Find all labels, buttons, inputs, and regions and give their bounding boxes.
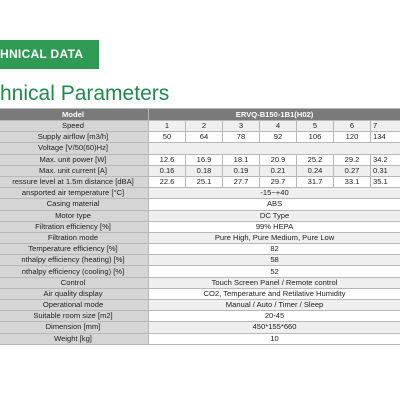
row-label: nthalpy efficiency (cooling) [%] xyxy=(0,265,149,278)
row-label: Max. unit power [W] xyxy=(0,153,149,166)
table-row: Filtration mode Pure High, Pure Medium, P… xyxy=(0,231,400,245)
table-row: Dimension [mm] 450*155*660 xyxy=(0,321,400,334)
row-value: 58 xyxy=(147,254,400,267)
row-value: 2 xyxy=(185,119,223,133)
table-row: Control Touch Screen Panel / Remote contr… xyxy=(0,276,400,289)
row-label: ressure level at 1.5m distance [dBA] xyxy=(0,175,149,189)
table-header-row: Model ERVQ-B150-1B1(H02) xyxy=(0,108,400,121)
table-row: Operational mode Manual / Auto / Timer / … xyxy=(0,298,400,312)
table-row: Filtration efficiency [%] 99% HEPA xyxy=(0,220,400,233)
row-value: 12.6 xyxy=(148,153,186,166)
row-value: 99% HEPA xyxy=(147,220,400,233)
row-value: 4 xyxy=(259,119,297,133)
row-value-empty xyxy=(147,142,400,155)
row-value: 29.7 xyxy=(259,175,297,189)
row-value: 82 xyxy=(147,243,400,256)
row-value: 6 xyxy=(333,119,371,133)
row-value: 0.18 xyxy=(185,164,223,177)
model-label: Model xyxy=(0,108,149,121)
row-value: 18.1 xyxy=(222,153,260,166)
table-row: nthalpy efficiency (cooling) [%] 52 xyxy=(0,265,400,278)
row-value: 33.1 xyxy=(333,175,371,189)
row-label: Speed xyxy=(0,119,149,133)
row-value: 0.31 xyxy=(369,164,400,177)
row-value: 34.2 xyxy=(369,153,400,166)
row-value: 27.7 xyxy=(222,175,260,189)
table-row: Max. unit current [A] 0.16 0.18 0.19 0.21 0.2… xyxy=(0,164,400,177)
row-label: Max. unit current [A] xyxy=(0,164,149,177)
row-value: 3 xyxy=(222,119,260,133)
table-row: nthalpy efficiency (heating) [%] 58 xyxy=(0,254,400,267)
table-row: Weight [kg] 10 xyxy=(0,332,400,345)
table-row: Temperature efficiency [%] 82 xyxy=(0,243,400,256)
row-label: ansported air temperature [°C] xyxy=(0,187,149,200)
row-value: 5 xyxy=(296,119,334,133)
row-label: Voltage [V/50(60)Hz] xyxy=(0,142,149,155)
table-row: Motor type DC Type xyxy=(0,209,400,222)
row-value: 22.6 xyxy=(148,175,186,189)
table-row: Casing material ABS xyxy=(0,198,400,211)
row-value: 78 xyxy=(222,131,260,144)
row-value: 0.16 xyxy=(148,164,186,177)
row-label: Control xyxy=(0,276,149,289)
table-row: Voltage [V/50(60)Hz] xyxy=(0,142,400,155)
table-row: ansported air temperature [°C] -15~+40 xyxy=(0,187,400,200)
model-value: ERVQ-B150-1B1(H02) xyxy=(147,108,400,121)
technical-parameters-table: Model ERVQ-B150-1B1(H02) Speed 1 2 3 4 5 6 7 Sup… xyxy=(0,108,400,345)
row-value: Pure High, Pure Medium, Pure Low xyxy=(147,231,400,245)
row-value: 29.2 xyxy=(333,153,371,166)
table-row: Supply airflow [m3/h] 50 64 78 92 106 120 134 xyxy=(0,131,400,144)
row-label: Filtration efficiency [%] xyxy=(0,220,149,233)
table-row: Air quality display CO2, Temperature and … xyxy=(0,287,400,301)
row-value: ABS xyxy=(147,198,400,211)
row-label: Dimension [mm] xyxy=(0,321,149,334)
row-label: Air quality display xyxy=(0,287,149,301)
row-value: -15~+40 xyxy=(147,187,400,200)
row-label: Suitable room size [m2] xyxy=(0,310,149,323)
table-row: ressure level at 1.5m distance [dBA] 22.6… xyxy=(0,175,400,189)
row-value: 31.7 xyxy=(296,175,334,189)
row-label: Supply airflow [m3/h] xyxy=(0,131,149,144)
row-label: Motor type xyxy=(0,209,149,222)
row-value: 0.27 xyxy=(333,164,371,177)
row-value: Touch Screen Panel / Remote control xyxy=(147,276,400,289)
row-label: Operational mode xyxy=(0,298,149,312)
row-value: 134 xyxy=(369,131,400,144)
row-value: 35.1 xyxy=(369,175,400,189)
row-value: CO2, Temperature and Retilative Humidity xyxy=(147,287,400,301)
row-value: 20-45 xyxy=(147,310,400,323)
section-title: HNICAL DATA xyxy=(0,47,84,61)
row-value: 20.9 xyxy=(259,153,297,166)
table-row: Max. unit power [W] 12.6 16.9 18.1 20.9 25.2 2… xyxy=(0,153,400,166)
row-value: 25.1 xyxy=(185,175,223,189)
table-row: Suitable room size [m2] 20-45 xyxy=(0,310,400,323)
row-value: 64 xyxy=(185,131,223,144)
page-title: hnical Parameters xyxy=(0,82,170,105)
row-label: Filtration mode xyxy=(0,231,149,245)
table-row: Speed 1 2 3 4 5 6 7 xyxy=(0,119,400,133)
row-value: 10 xyxy=(147,332,400,345)
row-value: 16.9 xyxy=(185,153,223,166)
row-label: Temperature efficiency [%] xyxy=(0,243,149,256)
row-value: 25.2 xyxy=(296,153,334,166)
row-label: nthalpy efficiency (heating) [%] xyxy=(0,254,149,267)
row-value: DC Type xyxy=(147,209,400,222)
row-value: 52 xyxy=(147,265,400,278)
row-label: Casing material xyxy=(0,198,149,211)
row-value: 0.21 xyxy=(259,164,297,177)
row-value: 1 xyxy=(148,119,186,133)
row-value: 50 xyxy=(148,131,186,144)
row-value: 0.19 xyxy=(222,164,260,177)
row-label: Weight [kg] xyxy=(0,332,149,345)
row-value: 0.24 xyxy=(296,164,334,177)
row-value: 120 xyxy=(333,131,371,144)
row-value: Manual / Auto / Timer / Sleep xyxy=(147,298,400,312)
row-value: 92 xyxy=(259,131,297,144)
row-value: 7 xyxy=(369,119,400,133)
section-header-band: HNICAL DATA xyxy=(0,40,99,69)
row-value: 450*155*660 xyxy=(147,321,400,334)
row-value: 106 xyxy=(296,131,334,144)
